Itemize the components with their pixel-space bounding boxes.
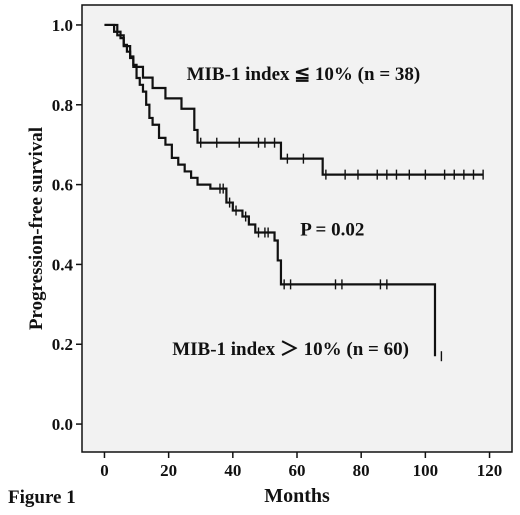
y-tick-label: 0.6 — [52, 176, 73, 195]
x-tick-label: 100 — [413, 461, 439, 480]
x-tick-label: 0 — [100, 461, 109, 480]
y-tick-label: 0.0 — [52, 415, 73, 434]
x-tick-label: 80 — [353, 461, 370, 480]
chart-annotation: MIB-1 index ＞ 10% (n = 60) — [172, 339, 409, 360]
survival-curve-1 — [104, 23, 484, 176]
survival-curve-2 — [104, 23, 437, 357]
x-tick-label: 120 — [477, 461, 503, 480]
y-axis-label: Progression-free survival — [26, 127, 47, 330]
y-tick-label: 0.8 — [52, 96, 73, 115]
y-tick-label: 0.2 — [52, 335, 73, 354]
x-tick-label: 60 — [289, 461, 306, 480]
y-tick-label: 0.4 — [52, 255, 74, 274]
figure-label: Figure 1 — [8, 487, 76, 508]
y-tick-label: 1.0 — [52, 16, 73, 35]
x-tick-label: 40 — [224, 461, 241, 480]
x-tick-label: 20 — [160, 461, 177, 480]
chart-annotation: P = 0.02 — [300, 220, 364, 241]
chart-annotation: MIB-1 index ≦ 10% (n = 38) — [187, 64, 421, 85]
x-axis-label: Months — [264, 485, 330, 507]
